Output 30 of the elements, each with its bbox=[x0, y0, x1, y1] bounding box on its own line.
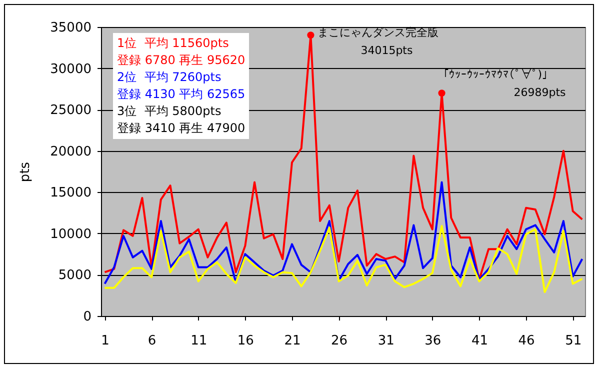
annotation: 3位 平均 5800pts bbox=[117, 103, 222, 120]
x-tick-label: 1 bbox=[101, 334, 110, 348]
x-tick-label: 21 bbox=[284, 334, 301, 348]
y-tick-label: 35000 bbox=[50, 20, 92, 36]
annotation: 登録 6780 再生 95620 bbox=[117, 52, 246, 69]
x-tick-label: 46 bbox=[518, 334, 535, 348]
line-series bbox=[104, 224, 584, 294]
y-tick-label: 15000 bbox=[50, 186, 92, 201]
y-tick-label: 20000 bbox=[50, 144, 92, 160]
annotation: 登録 4130 平均 62565 bbox=[117, 86, 246, 103]
annotation: 1位 平均 11560pts bbox=[117, 35, 230, 52]
y-tick-label: 25000 bbox=[50, 103, 92, 118]
x-tick-label: 6 bbox=[148, 334, 156, 348]
y-tick-label: 0 bbox=[83, 310, 92, 324]
x-tick-label: 41 bbox=[471, 334, 488, 348]
x-tick-label: 51 bbox=[565, 334, 582, 348]
x-tick-label: 16 bbox=[237, 334, 254, 348]
y-axis-title: pts bbox=[18, 162, 34, 182]
x-tick-label: 36 bbox=[424, 334, 442, 348]
x-tick-label: 31 bbox=[378, 334, 394, 348]
annotation: まこにゃんダンス完全版 34015pts bbox=[318, 26, 439, 58]
x-tick-label: 26 bbox=[331, 334, 348, 348]
y-tick-label: 10000 bbox=[50, 226, 92, 242]
y-tick-label: 30000 bbox=[50, 62, 92, 77]
y-tick-label: 5000 bbox=[58, 268, 92, 284]
line-series bbox=[104, 181, 584, 285]
x-tick-label: 11 bbox=[190, 334, 208, 348]
annotation: 「ｳｯｰｳｯｰｳﾏｳﾏ(ﾟ∀ﾟ)」 26989pts bbox=[438, 68, 566, 100]
annotation: 2位 平均 7260pts bbox=[117, 69, 222, 86]
annotation: 登録 3410 再生 47900 bbox=[117, 120, 246, 137]
